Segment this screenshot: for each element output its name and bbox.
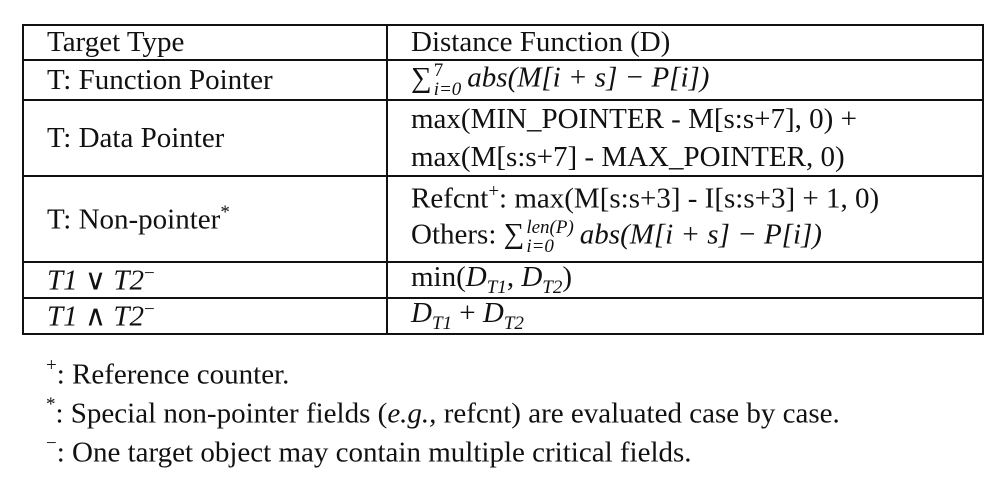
footnote-mark: − — [143, 263, 155, 285]
row-type: T: Non-pointer* — [22, 175, 388, 263]
footnote-emphasis: e.g., — [387, 397, 437, 430]
function-line: max(M[s:s+7] - MAX_POINTER, 0) — [411, 140, 845, 173]
sum-upper-limit: len(P) — [526, 216, 574, 238]
footnote-mark: * — [46, 394, 56, 415]
row-type: T1 ∨ T2− — [22, 261, 388, 299]
sum-lower-limit: i=0 — [526, 235, 554, 257]
table-row: T: Data Pointer max(MIN_POINTER - M[s:s+… — [22, 99, 984, 177]
distance-symbol: D — [521, 261, 543, 293]
table-row: T: Function Pointer ∑ 7 i=0 abs(M[i + s] − … — [22, 59, 984, 101]
row-type: T: Function Pointer — [22, 59, 388, 101]
footnote-mark: * — [220, 202, 230, 224]
table-header-row: Target Type Distance Function (D) — [22, 24, 984, 61]
distance-subscript: T1 — [486, 276, 507, 298]
row-function: DT1 + DT2 — [386, 296, 984, 335]
footnote-text: refcnt) are evaluated case by case. — [436, 397, 840, 430]
footnote: *: Special non-pointer fields (e.g., ref… — [46, 394, 840, 431]
separator: , — [506, 261, 522, 293]
footnote-text: : Special non-pointer fields ( — [55, 397, 388, 430]
footnote-text: : One target object may contain multiple… — [56, 436, 692, 469]
distance-subscript: T2 — [503, 312, 524, 334]
function-line: max(MIN_POINTER - M[s:s+7], 0) + — [411, 102, 857, 135]
sum-upper-limit: 7 — [433, 60, 444, 81]
header-distance-function: Distance Function (D) — [386, 24, 984, 61]
footnote-mark: + — [46, 355, 57, 376]
table-row: T1 ∧ T2− DT1 + DT2 — [22, 296, 984, 335]
row-type-label: T1 ∧ T2 — [47, 300, 144, 333]
others-label: Others: — [411, 218, 504, 251]
footnote-mark: − — [143, 298, 155, 320]
row-type: T: Data Pointer — [22, 99, 388, 177]
row-type-label: T: Non-pointer — [47, 203, 221, 236]
footnote: −: One target object may contain multipl… — [46, 433, 692, 470]
refcnt-label: Refcnt — [411, 182, 489, 215]
distance-subscript: T1 — [431, 312, 453, 334]
function-line: Others: ∑ len(P) i=0 abs(M[i + s] − P[i]) — [411, 218, 982, 256]
min-suffix: ) — [562, 261, 573, 293]
distance-symbol: D — [465, 261, 487, 293]
footnote-text: : Reference counter. — [56, 358, 290, 391]
refcnt-expression: : max(M[s:s+3] - I[s:s+3] + 1, 0) — [499, 182, 880, 215]
function-expression: abs(M[i + s] − P[i]) — [467, 61, 710, 94]
row-function: min(DT1, DT2) — [386, 261, 984, 299]
table-row: T: Non-pointer* Refcnt+: max(M[s:s+3] - … — [22, 175, 984, 263]
distance-symbol: D — [482, 296, 504, 329]
footnote: +: Reference counter. — [46, 355, 290, 392]
sum-lower-limit: i=0 — [433, 79, 462, 100]
row-type: T1 ∧ T2− — [22, 296, 388, 335]
row-function: ∑ 7 i=0 abs(M[i + s] − P[i]) — [386, 59, 984, 101]
footnote-mark: + — [488, 181, 500, 203]
row-type-label: T1 ∨ T2 — [47, 264, 144, 297]
row-function: Refcnt+: max(M[s:s+3] - I[s:s+3] + 1, 0)… — [386, 175, 984, 263]
min-prefix: min( — [411, 261, 466, 293]
function-expression: abs(M[i + s] − P[i]) — [579, 218, 822, 251]
footnote-mark: − — [46, 433, 57, 454]
row-function: max(MIN_POINTER - M[s:s+7], 0) + max(M[s… — [386, 99, 984, 177]
distance-subscript: T2 — [542, 276, 563, 298]
distance-function-table: Target Type Distance Function (D) T: Fun… — [22, 24, 984, 335]
function-line: Refcnt+: max(M[s:s+3] - I[s:s+3] + 1, 0) — [411, 182, 982, 214]
distance-symbol: D — [411, 296, 432, 329]
table-row: T1 ∨ T2− min(DT1, DT2) — [22, 261, 984, 299]
header-target-type: Target Type — [22, 24, 388, 61]
sum-symbol: ∑ — [411, 61, 432, 94]
separator: + — [452, 296, 483, 329]
sum-symbol: ∑ — [503, 218, 525, 251]
